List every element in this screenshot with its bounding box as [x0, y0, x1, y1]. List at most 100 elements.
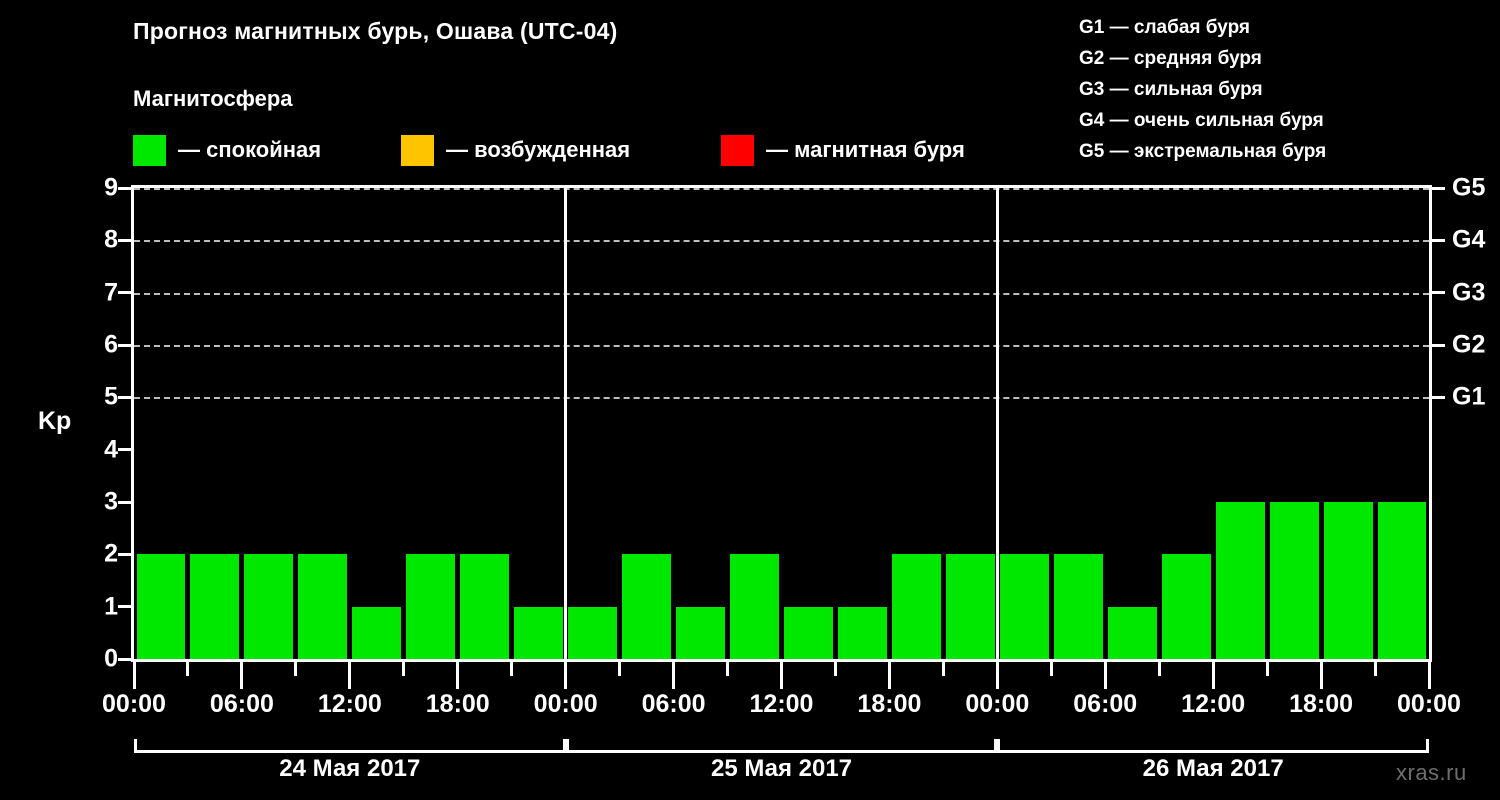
x-axis-time-label: 00:00 — [1397, 690, 1461, 718]
legend-entry-quiet: — спокойная — [133, 133, 321, 167]
gscale-row-g4: G4 — очень сильная буря — [1079, 110, 1324, 131]
legend-swatch-unsettled — [401, 134, 434, 166]
x-tick-0 — [132, 662, 136, 689]
x-axis-time-label: 12:00 — [317, 690, 382, 718]
gridline-kp-8 — [134, 240, 1429, 243]
y-tick-label-3: 3 — [104, 487, 118, 516]
x-tick-11 — [726, 662, 730, 676]
x-axis-time-label: 00:00 — [102, 690, 166, 718]
g-tick-g5 — [1432, 186, 1445, 190]
y-tick-6 — [118, 343, 131, 347]
y-tick-label-1: 1 — [104, 592, 118, 621]
bar — [460, 554, 510, 659]
x-tick-2 — [240, 662, 244, 689]
magnetosphere-heading: Магнитосфера — [133, 86, 293, 111]
y-tick-2 — [118, 552, 131, 556]
gridline-kp-7 — [134, 292, 1429, 295]
g-axis-label-g3: G3 — [1452, 278, 1486, 307]
day-divider-2 — [995, 188, 999, 659]
x-axis-time-label: 00:00 — [965, 690, 1030, 718]
y-tick-label-8: 8 — [104, 225, 118, 254]
x-tick-21 — [1265, 662, 1269, 676]
bar — [676, 606, 726, 659]
g-tick-g4 — [1432, 238, 1445, 242]
x-tick-18 — [1103, 662, 1107, 689]
legend-swatch-quiet — [133, 134, 166, 166]
bar — [1215, 502, 1265, 659]
x-tick-9 — [618, 662, 622, 676]
x-axis-time-label: 06:00 — [1073, 690, 1138, 718]
x-tick-13 — [833, 662, 837, 676]
gscale-row-g3: G3 — сильная буря — [1079, 79, 1263, 100]
plot-inner — [134, 188, 1429, 659]
bar — [190, 554, 240, 659]
y-tick-7 — [118, 291, 131, 295]
g-axis-label-g4: G4 — [1452, 225, 1486, 254]
y-tick-label-9: 9 — [104, 173, 118, 202]
bar — [1053, 554, 1103, 659]
x-tick-7 — [510, 662, 514, 676]
x-tick-14 — [887, 662, 891, 689]
x-axis-time-label: 06:00 — [209, 690, 274, 718]
x-tick-1 — [186, 662, 190, 676]
y-tick-5 — [118, 395, 131, 399]
legend-entry-unsettled: — возбужденная — [401, 133, 630, 167]
bar — [1269, 502, 1319, 659]
g-axis-label-g5: G5 — [1452, 173, 1486, 202]
day-label: 24 Мая 2017 — [279, 755, 421, 782]
x-tick-10 — [672, 662, 676, 689]
x-tick-3 — [294, 662, 298, 676]
gscale-row-g5: G5 — экстремальная буря — [1079, 141, 1327, 162]
day-label: 25 Мая 2017 — [710, 755, 853, 782]
x-tick-5 — [402, 662, 406, 676]
g-tick-g1 — [1432, 395, 1445, 399]
x-axis-time-label: 18:00 — [857, 690, 922, 718]
g-axis-label-g2: G2 — [1452, 330, 1486, 359]
gscale-legend: G1 — слабая буря G2 — средняя буря G3 — си… — [1079, 12, 1499, 167]
day-bracket-1 — [134, 739, 566, 753]
y-axis-title: Kp — [38, 407, 72, 435]
watermark: xras.ru — [1396, 760, 1467, 785]
y-tick-label-0: 0 — [104, 644, 118, 673]
bar — [298, 554, 348, 659]
bar — [999, 554, 1049, 659]
x-tick-17 — [1049, 662, 1053, 676]
day-bracket-3 — [997, 739, 1429, 753]
y-tick-1 — [118, 605, 131, 609]
y-tick-label-2: 2 — [104, 539, 118, 568]
gscale-row-g2: G2 — средняя буря — [1079, 48, 1262, 69]
legend-label-unsettled: — возбужденная — [446, 137, 631, 162]
bar — [1107, 606, 1157, 659]
bar — [891, 554, 941, 659]
g-axis-label-g1: G1 — [1452, 382, 1486, 411]
x-axis-time-label: 00:00 — [533, 690, 598, 718]
legend-label-quiet: — спокойная — [178, 137, 322, 162]
bar — [352, 606, 402, 659]
bar — [622, 554, 672, 659]
y-tick-label-5: 5 — [104, 382, 118, 411]
y-axis-labels: 0 1 2 3 4 5 6 7 8 9 — [0, 0, 118, 800]
day-divider-1 — [564, 188, 568, 659]
bar — [514, 606, 564, 659]
bar — [784, 606, 833, 659]
x-axis-time-label: 12:00 — [1181, 690, 1246, 718]
gscale-row-g1: G1 — слабая буря — [1079, 17, 1251, 38]
gridline-kp-9 — [134, 188, 1429, 190]
day-bracket-2 — [565, 739, 998, 753]
bar — [1161, 554, 1211, 659]
x-tick-8 — [564, 662, 568, 689]
bar — [406, 554, 456, 659]
legend-swatch-storm — [721, 134, 754, 166]
x-tick-23 — [1373, 662, 1377, 676]
y-tick-label-4: 4 — [104, 435, 118, 464]
chart-plot-area — [131, 185, 1432, 662]
bar — [244, 554, 294, 659]
bar — [568, 606, 618, 659]
x-axis-time-label: 18:00 — [425, 690, 490, 718]
bar — [136, 554, 186, 659]
gridline-kp-6 — [134, 345, 1429, 347]
bar — [1377, 502, 1427, 659]
g-tick-g3 — [1432, 291, 1445, 295]
y-tick-4 — [118, 448, 131, 452]
y-tick-label-7: 7 — [104, 278, 118, 307]
